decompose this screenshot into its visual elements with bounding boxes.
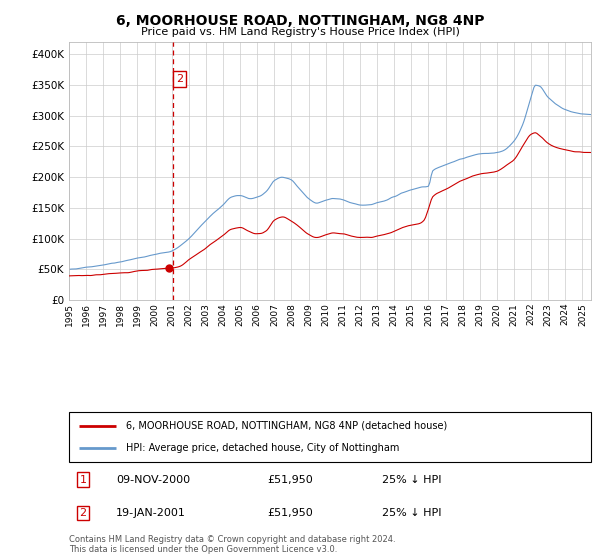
Text: 1: 1 <box>79 474 86 484</box>
Text: 19-JAN-2001: 19-JAN-2001 <box>116 508 186 518</box>
Text: 09-NOV-2000: 09-NOV-2000 <box>116 474 190 484</box>
Text: 2: 2 <box>176 74 183 84</box>
Text: £51,950: £51,950 <box>268 474 313 484</box>
Text: 25% ↓ HPI: 25% ↓ HPI <box>382 508 442 518</box>
Text: 25% ↓ HPI: 25% ↓ HPI <box>382 474 442 484</box>
Text: 6, MOORHOUSE ROAD, NOTTINGHAM, NG8 4NP (detached house): 6, MOORHOUSE ROAD, NOTTINGHAM, NG8 4NP (… <box>127 421 448 431</box>
Text: HPI: Average price, detached house, City of Nottingham: HPI: Average price, detached house, City… <box>127 443 400 453</box>
Text: 2: 2 <box>79 508 86 518</box>
Text: Contains HM Land Registry data © Crown copyright and database right 2024.
This d: Contains HM Land Registry data © Crown c… <box>69 535 395 554</box>
FancyBboxPatch shape <box>69 412 591 462</box>
Text: Price paid vs. HM Land Registry's House Price Index (HPI): Price paid vs. HM Land Registry's House … <box>140 27 460 37</box>
Text: 6, MOORHOUSE ROAD, NOTTINGHAM, NG8 4NP: 6, MOORHOUSE ROAD, NOTTINGHAM, NG8 4NP <box>116 14 484 28</box>
Text: £51,950: £51,950 <box>268 508 313 518</box>
